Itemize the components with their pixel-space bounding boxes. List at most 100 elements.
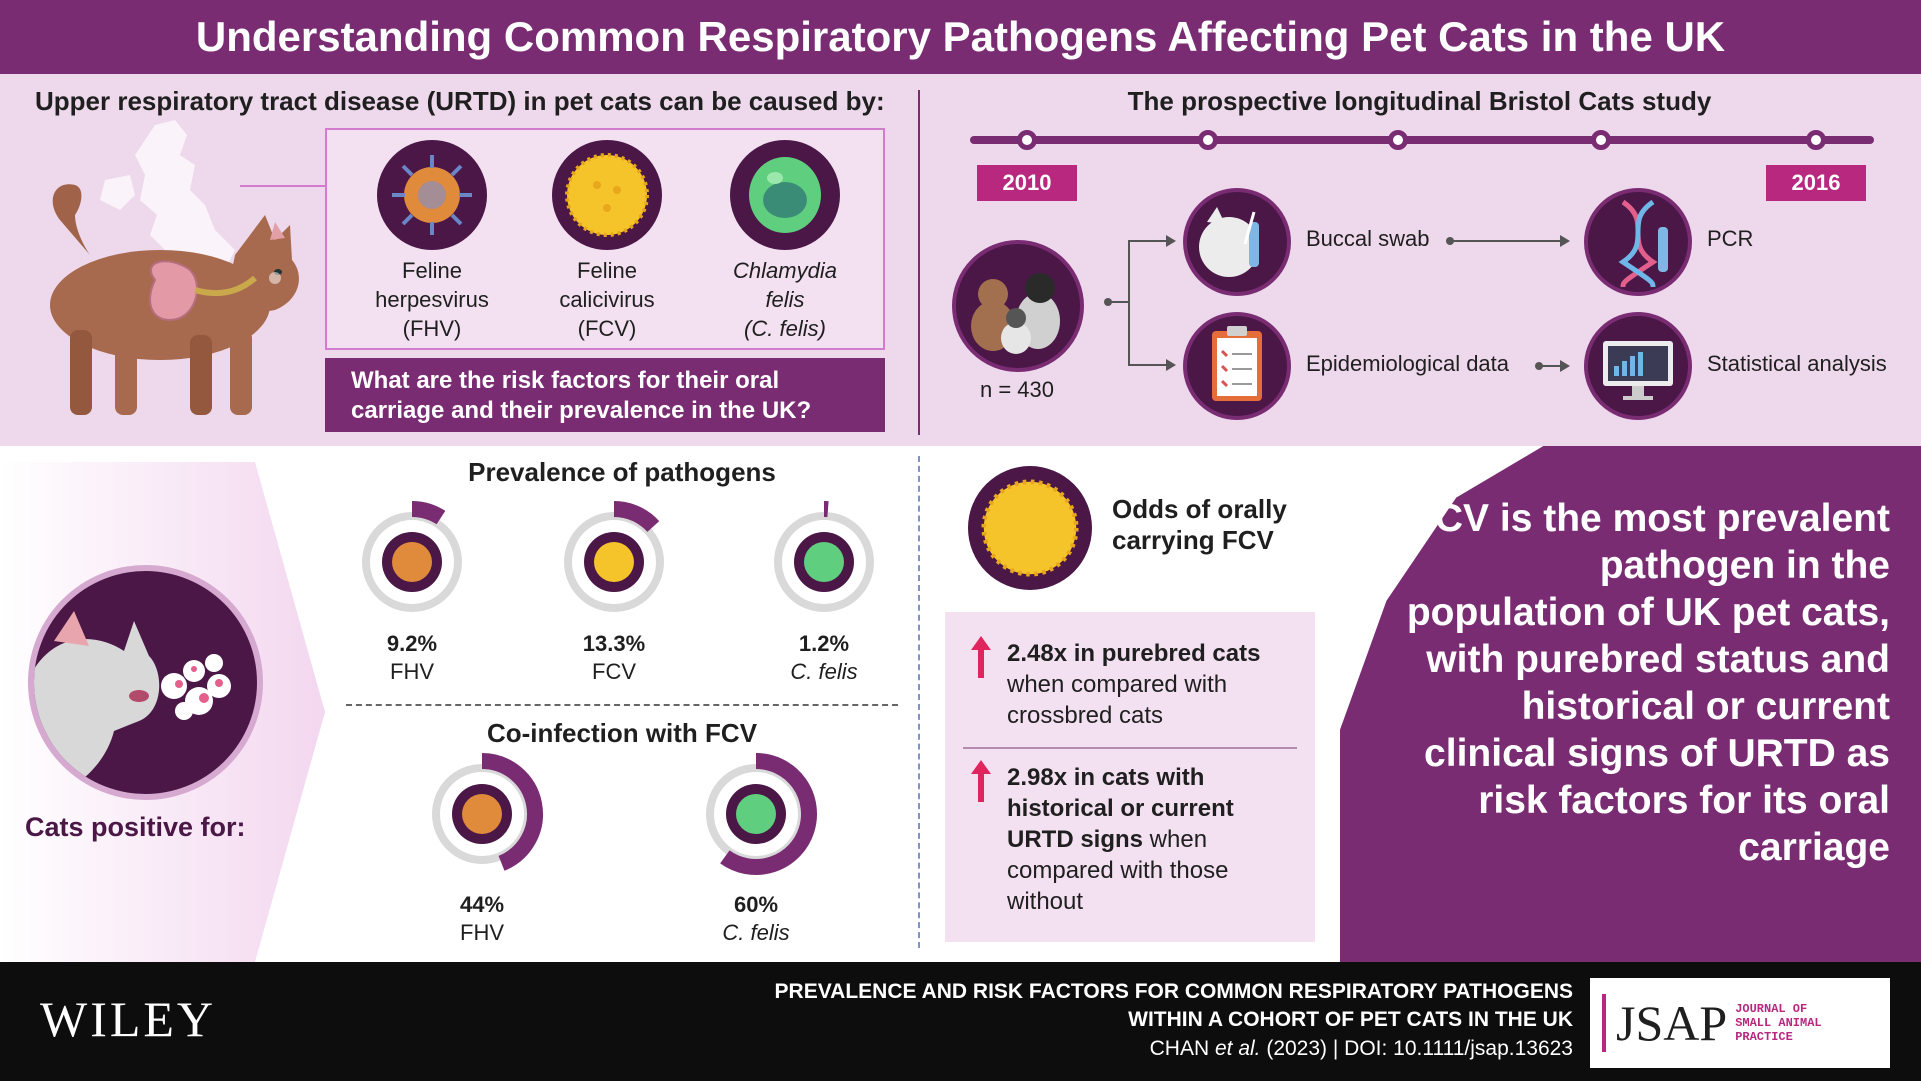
prevalence-ring-arc: [411, 501, 446, 525]
herpesvirus-icon: [377, 140, 487, 250]
prevalence-ring-pathogen-icon: [594, 542, 634, 582]
timeline-dot: [1388, 130, 1408, 150]
arrow-head: [1560, 360, 1570, 372]
prevalence-ring-pathogen-icon: [804, 542, 844, 582]
article-title-line2: WITHIN A COHORT OF PET CATS IN THE UK: [1128, 1008, 1573, 1031]
coinfection-pct: 44%: [459, 892, 505, 917]
prevalence-name: FHV: [390, 659, 434, 684]
prevalence-ring-arc: [613, 501, 660, 533]
calicivirus-icon: [968, 466, 1092, 590]
prevalence-ring-pathogen-icon: [392, 542, 432, 582]
odds-purebred: 2.48x in purebred cats when compared wit…: [1007, 638, 1307, 731]
urtd-heading: Upper respiratory tract disease (URTD) i…: [35, 86, 885, 116]
arrow-line: [1450, 240, 1560, 242]
branch-line: [1128, 364, 1168, 366]
citation-doi: (2023) | DOI: 10.1111/jsap.13623: [1260, 1037, 1573, 1060]
coinfection-chart: [432, 753, 817, 875]
clipboard-icon: [1183, 312, 1291, 420]
step-swab: Buccal swab: [1306, 226, 1430, 251]
section-separator: [918, 456, 920, 948]
pathogen-cfelis-line2: felis: [765, 287, 805, 312]
walking-cat-icon: [50, 184, 299, 415]
citation-author: CHAN: [1149, 1037, 1210, 1060]
citation: CHAN et al. (2023) | DOI: 10.1111/jsap.1…: [700, 1037, 1573, 1061]
connector-line: [240, 185, 325, 187]
page-title: Understanding Common Respiratory Pathoge…: [0, 0, 1921, 74]
conclusion-panel: [1340, 446, 1921, 962]
odds-purebred-value: 2.48x in purebred cats: [1007, 640, 1261, 667]
publisher-logo: WILEY: [40, 991, 217, 1047]
coinfection-ring-pathogen-icon: [736, 794, 776, 834]
coinfection-name: C. felis: [722, 920, 790, 945]
odds-urtd: 2.98x in cats with historical or current…: [1007, 762, 1307, 917]
step-epi: Epidemiological data: [1306, 351, 1510, 376]
timeline-dot: [1017, 130, 1037, 150]
buccal-swab-icon: [1183, 188, 1291, 296]
pathogen-fhv-line2: herpesvirus: [375, 287, 489, 312]
branch-line: [1128, 240, 1168, 242]
pathogen-fhv-line1: Feline: [402, 258, 462, 283]
journal-name: JOURNAL OF SMALL ANIMAL PRACTICE: [1735, 1002, 1821, 1044]
branch-line: [1108, 301, 1130, 303]
step-stats: Statistical analysis: [1707, 351, 1887, 376]
cats-positive-label: Cats positive for:: [25, 812, 246, 842]
study-heading: The prospective longitudinal Bristol Cat…: [1127, 86, 1712, 116]
cohort-size: n = 430: [980, 377, 1055, 402]
odds-urtd-text: when compared with those without: [1007, 826, 1229, 915]
arrow-head: [1166, 359, 1176, 371]
coinfection-ring-pathogen-icon: [462, 794, 502, 834]
timeline-dot: [1806, 130, 1826, 150]
timeline-dot: [1591, 130, 1611, 150]
year-end-badge: 2016: [1766, 165, 1866, 201]
section-separator: [346, 704, 898, 706]
prevalence-chart: [362, 501, 874, 612]
uk-map-icon: [100, 120, 235, 275]
journal-name-line1: JOURNAL OF: [1735, 1002, 1808, 1016]
study-panel: [918, 74, 1921, 446]
citation-etal: et al.: [1214, 1037, 1261, 1060]
prevalence-pct: 13.3%: [582, 631, 646, 656]
coinfection-pct: 60%: [733, 892, 779, 917]
prevalence-pct: 1.2%: [798, 631, 850, 656]
panel-divider: [918, 90, 920, 435]
pathogen-fcv-abbr: (FCV): [577, 316, 637, 341]
up-arrow-icon: [971, 636, 991, 678]
arrow-head: [1560, 235, 1570, 247]
coinfection-name: FHV: [460, 920, 504, 945]
chlamydia-icon: [730, 140, 840, 250]
pathogen-fcv-line2: calicivirus: [559, 287, 655, 312]
step-pcr: PCR: [1707, 226, 1754, 251]
prevalence-name: C. felis: [790, 659, 858, 684]
coughing-cat-icon: [28, 565, 263, 800]
odds-urtd-value: 2.98x in cats with historical or current…: [1007, 764, 1234, 853]
arrow-line: [1539, 365, 1560, 367]
cats-cohort-icon: [952, 240, 1084, 372]
journal-name-line2: SMALL ANIMAL: [1735, 1016, 1822, 1030]
journal-logo: JSAP JOURNAL OF SMALL ANIMAL PRACTICE: [1590, 978, 1890, 1068]
prevalence-ring-track: [362, 512, 462, 612]
prevalence-name: FCV: [592, 659, 636, 684]
prevalence-pct: 9.2%: [386, 631, 438, 656]
computer-chart-icon: [1584, 312, 1692, 420]
journal-name-line3: PRACTICE: [1735, 1030, 1793, 1044]
odds-title: Odds of orally carrying FCV: [1112, 494, 1287, 555]
branch-line: [1128, 240, 1130, 365]
article-title: PREVALENCE AND RISK FACTORS FOR COMMON R…: [700, 978, 1573, 1034]
journal-abbr: JSAP: [1602, 994, 1735, 1052]
timeline-bar: [970, 136, 1874, 144]
pathogen-cfelis-abbr: (C. felis): [744, 316, 826, 341]
year-start-badge: 2010: [977, 165, 1077, 201]
pathogen-fhv-abbr: (FHV): [402, 316, 462, 341]
calicivirus-icon: [552, 140, 662, 250]
arrow-head: [1166, 235, 1176, 247]
coinfection-ring-arc: [720, 753, 817, 875]
article-title-line1: PREVALENCE AND RISK FACTORS FOR COMMON R…: [774, 980, 1573, 1003]
coinfection-ring-arc: [481, 753, 543, 871]
dna-pcr-icon: [1584, 188, 1692, 296]
up-arrow-icon: [971, 760, 991, 802]
odds-box: 2.48x in purebred cats when compared wit…: [945, 612, 1315, 942]
pathogen-fcv-line1: Feline: [577, 258, 637, 283]
pathogen-fcv: Feline calicivirus (FCV): [522, 140, 692, 343]
prevalence-heading: Prevalence of pathogens: [468, 457, 776, 487]
research-question: What are the risk factors for their oral…: [325, 358, 885, 432]
